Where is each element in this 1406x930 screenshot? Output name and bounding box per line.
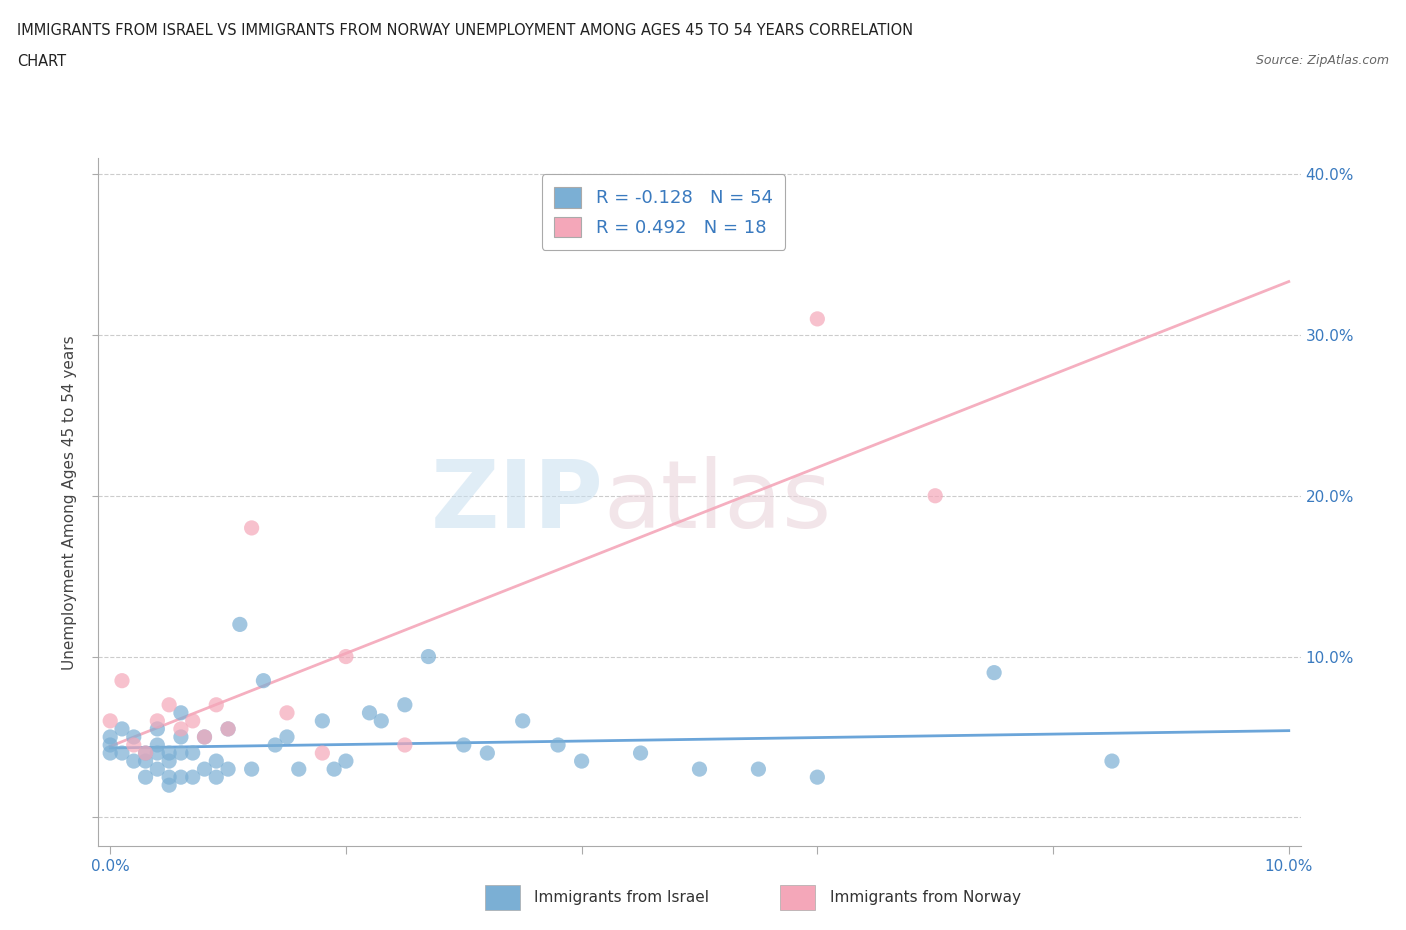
- Point: [806, 312, 828, 326]
- Point: [157, 777, 180, 792]
- Point: [264, 737, 287, 752]
- Point: [311, 713, 333, 728]
- Point: [170, 770, 193, 785]
- Text: atlas: atlas: [603, 457, 831, 548]
- Point: [146, 762, 169, 777]
- Point: [170, 722, 193, 737]
- Point: [477, 746, 499, 761]
- Point: [359, 705, 381, 720]
- Point: [688, 762, 710, 777]
- Text: IMMIGRANTS FROM ISRAEL VS IMMIGRANTS FROM NORWAY UNEMPLOYMENT AMONG AGES 45 TO 5: IMMIGRANTS FROM ISRAEL VS IMMIGRANTS FRO…: [17, 23, 912, 38]
- Point: [181, 746, 204, 761]
- Legend: R = -0.128   N = 54, R = 0.492   N = 18: R = -0.128 N = 54, R = 0.492 N = 18: [541, 174, 786, 250]
- Point: [146, 722, 169, 737]
- Point: [157, 753, 180, 768]
- Point: [111, 746, 134, 761]
- Point: [193, 762, 215, 777]
- Point: [135, 770, 157, 785]
- Point: [170, 746, 193, 761]
- Point: [276, 729, 298, 744]
- Point: [453, 737, 475, 752]
- Point: [335, 753, 357, 768]
- Point: [135, 753, 157, 768]
- Point: [547, 737, 569, 752]
- Point: [98, 729, 121, 744]
- Point: [122, 729, 145, 744]
- Point: [394, 698, 416, 712]
- Point: [370, 713, 392, 728]
- Point: [181, 713, 204, 728]
- Point: [146, 737, 169, 752]
- Point: [571, 753, 593, 768]
- Point: [240, 762, 263, 777]
- Point: [205, 698, 228, 712]
- Text: Source: ZipAtlas.com: Source: ZipAtlas.com: [1256, 54, 1389, 67]
- Point: [311, 746, 333, 761]
- Point: [135, 746, 157, 761]
- Point: [512, 713, 534, 728]
- Point: [111, 673, 134, 688]
- Point: [394, 737, 416, 752]
- Point: [276, 705, 298, 720]
- Point: [229, 617, 252, 631]
- Point: [122, 737, 145, 752]
- Point: [122, 753, 145, 768]
- Point: [157, 770, 180, 785]
- Point: [983, 665, 1005, 680]
- Point: [193, 729, 215, 744]
- Point: [135, 746, 157, 761]
- Point: [146, 713, 169, 728]
- Point: [193, 729, 215, 744]
- Point: [205, 753, 228, 768]
- Point: [205, 770, 228, 785]
- Text: CHART: CHART: [17, 54, 66, 69]
- Point: [170, 729, 193, 744]
- Point: [630, 746, 652, 761]
- Point: [157, 746, 180, 761]
- Point: [1101, 753, 1123, 768]
- Point: [240, 521, 263, 536]
- Point: [181, 770, 204, 785]
- Point: [217, 722, 239, 737]
- Point: [146, 746, 169, 761]
- Text: Immigrants from Norway: Immigrants from Norway: [830, 890, 1021, 905]
- Point: [217, 762, 239, 777]
- Point: [287, 762, 309, 777]
- Point: [252, 673, 274, 688]
- Point: [217, 722, 239, 737]
- Point: [98, 746, 121, 761]
- Point: [747, 762, 769, 777]
- Point: [157, 698, 180, 712]
- Point: [806, 770, 828, 785]
- Point: [924, 488, 946, 503]
- Point: [98, 713, 121, 728]
- Point: [335, 649, 357, 664]
- Point: [111, 722, 134, 737]
- Point: [323, 762, 346, 777]
- Point: [170, 705, 193, 720]
- Y-axis label: Unemployment Among Ages 45 to 54 years: Unemployment Among Ages 45 to 54 years: [62, 335, 77, 670]
- Point: [418, 649, 440, 664]
- Text: Immigrants from Israel: Immigrants from Israel: [534, 890, 709, 905]
- Point: [98, 737, 121, 752]
- Text: ZIP: ZIP: [430, 457, 603, 548]
